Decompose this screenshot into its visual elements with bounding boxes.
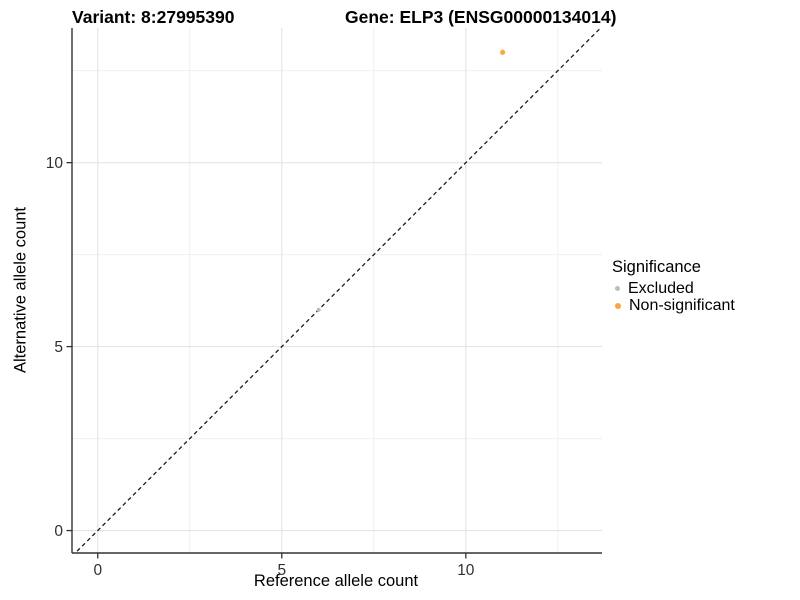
plot-title-variant: Variant: 8:27995390 (72, 7, 235, 27)
legend-key-icon (615, 286, 620, 291)
legend-entry: Excluded (612, 280, 735, 297)
legend: Significance Excluded Non-significant (612, 258, 735, 314)
x-axis-label: Reference allele count (253, 572, 419, 590)
identity-line (74, 28, 602, 553)
legend-key-icon (615, 302, 621, 309)
plot-title-gene: Gene: ELP3 (ENSG00000134014) (345, 7, 617, 27)
y-axis-label: Alternative allele count (11, 206, 30, 374)
data-point-excluded (316, 307, 321, 312)
x-tick-label: 10 (457, 562, 475, 579)
y-tick-label: 10 (46, 155, 64, 172)
x-tick-label: 0 (93, 562, 102, 579)
data-point-non-significant (500, 49, 506, 55)
legend-entries: Excluded Non-significant (612, 280, 735, 314)
legend-title: Significance (612, 258, 701, 276)
y-tick-label: 5 (54, 339, 63, 356)
x-tick-label: 5 (277, 562, 286, 579)
legend-entry-label: Excluded (628, 280, 694, 297)
y-tick-label: 0 (54, 523, 63, 540)
legend-entry-label: Non-significant (629, 297, 735, 314)
legend-entry: Non-significant (612, 297, 735, 314)
